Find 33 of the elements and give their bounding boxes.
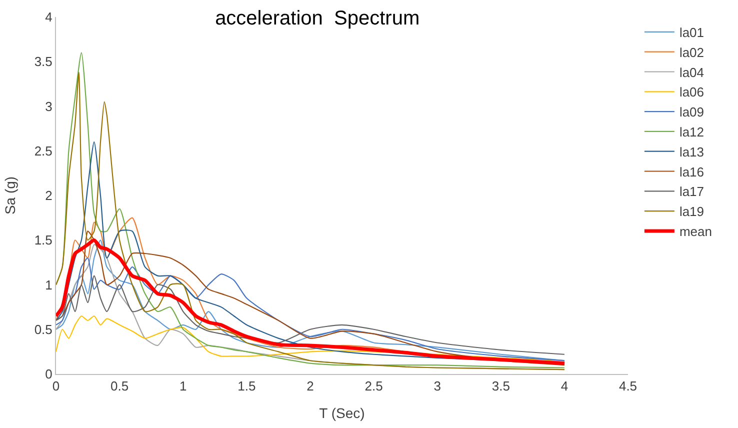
legend-label: la17 (679, 184, 704, 200)
legend-label: la01 (679, 25, 704, 40)
x-tick-label: 1 (179, 378, 187, 394)
legend-label: la12 (679, 124, 704, 140)
x-axis-title: T (Sec) (319, 404, 365, 421)
x-tick-label: 4 (560, 378, 568, 394)
legend-label: la09 (679, 104, 704, 120)
x-tick-label: 0.5 (110, 378, 129, 394)
legend-label: mean (679, 224, 712, 240)
y-tick-label: 1 (45, 277, 52, 292)
legend-label: la13 (679, 144, 704, 160)
x-tick-label: 3.5 (492, 378, 510, 394)
y-tick-label: 0.5 (34, 322, 52, 337)
y-tick-label: 3 (45, 98, 52, 114)
y-tick-label: 0 (45, 366, 52, 382)
y-tick-label: 3.5 (34, 54, 52, 70)
x-tick-label: 3 (434, 378, 441, 394)
legend-label: la19 (679, 204, 704, 220)
y-tick-label: 1.5 (34, 232, 52, 248)
legend-label: la04 (679, 64, 704, 80)
line-series (56, 275, 565, 355)
y-tick-label: 2.5 (34, 143, 52, 158)
y-tick-label: 2 (45, 188, 52, 204)
legend-label: la06 (679, 84, 704, 100)
legend-label: la16 (679, 164, 704, 180)
y-axis-title: Sa (g) (2, 176, 18, 215)
x-tick-label: 1.5 (238, 378, 256, 394)
x-tick-label: 4.5 (618, 378, 638, 394)
x-tick-label: 2.5 (364, 378, 383, 394)
x-tick-label: 2 (306, 378, 314, 394)
y-tick-label: 4 (45, 10, 52, 25)
chart-title: acceleration Spectrum (215, 8, 420, 30)
legend-label: la02 (679, 44, 704, 60)
